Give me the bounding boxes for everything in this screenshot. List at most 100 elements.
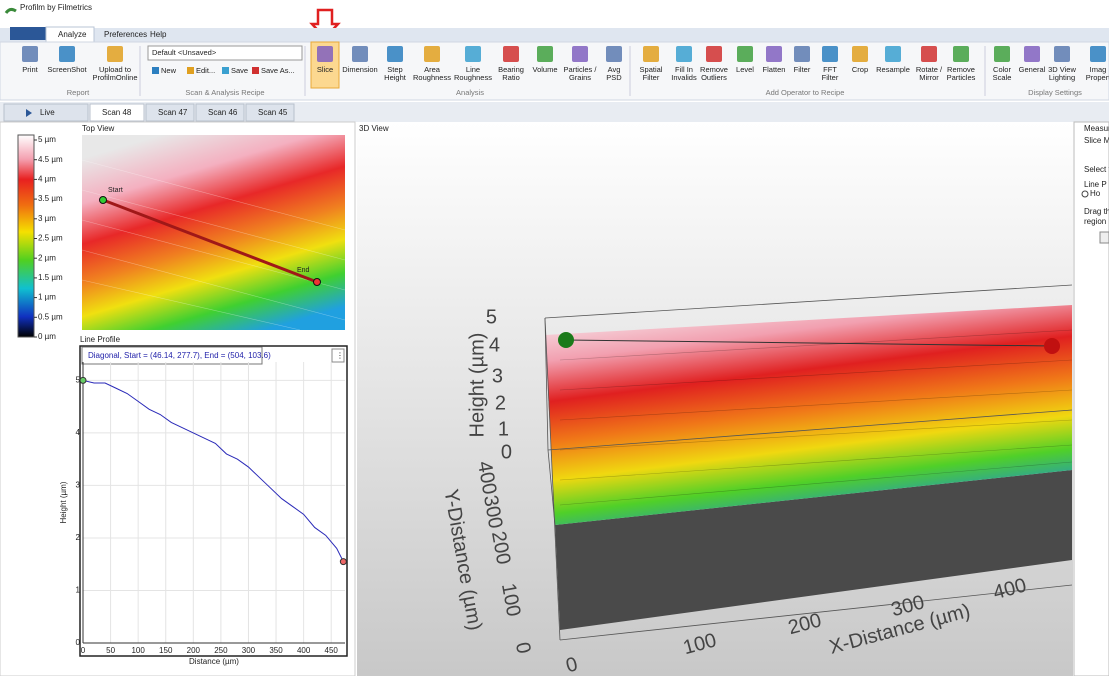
- button-icon[interactable]: [994, 46, 1010, 62]
- button-icon[interactable]: [59, 46, 75, 62]
- button-label[interactable]: Outliers: [701, 73, 727, 82]
- button-icon[interactable]: [643, 46, 659, 62]
- view3d-title: 3D View: [359, 124, 389, 133]
- button-label[interactable]: Crop: [852, 65, 868, 74]
- doc-tab-label[interactable]: Scan 46: [208, 108, 238, 117]
- button-label[interactable]: Invalids: [671, 73, 697, 82]
- button-icon[interactable]: [352, 46, 368, 62]
- colorbar-label: 4.5 µm: [38, 155, 63, 164]
- button-icon[interactable]: [572, 46, 588, 62]
- button-label[interactable]: Scale: [993, 73, 1012, 82]
- z-tick-label: 4: [489, 334, 500, 356]
- button-icon[interactable]: [953, 46, 969, 62]
- button-icon[interactable]: [885, 46, 901, 62]
- start-label: Start: [108, 187, 123, 194]
- side-panel-text: Slice Me: [1084, 136, 1109, 145]
- button-icon[interactable]: [606, 46, 622, 62]
- button-label[interactable]: Roughness: [454, 73, 492, 82]
- button-icon[interactable]: [794, 46, 810, 62]
- button-label[interactable]: Flatten: [763, 65, 786, 74]
- end-marker: [340, 559, 346, 565]
- recipe-icon[interactable]: [152, 67, 159, 74]
- button-label[interactable]: Dimension: [342, 65, 377, 74]
- button-icon[interactable]: [387, 46, 403, 62]
- group-label: Add Operator to Recipe: [766, 88, 845, 97]
- button-label[interactable]: Print: [22, 65, 38, 74]
- button-icon[interactable]: [537, 46, 553, 62]
- button-icon[interactable]: [503, 46, 519, 62]
- recipe-button[interactable]: Edit...: [196, 66, 215, 75]
- button-icon[interactable]: [706, 46, 722, 62]
- menu-dots: ⋮: [336, 351, 344, 360]
- button-icon[interactable]: [676, 46, 692, 62]
- button-icon[interactable]: [822, 46, 838, 62]
- side-panel-text: Ho: [1090, 189, 1101, 198]
- x-tick-label: 0: [81, 646, 86, 655]
- recipe-icon[interactable]: [222, 67, 229, 74]
- button-label[interactable]: Level: [736, 65, 754, 74]
- colorbar-label: 1 µm: [38, 293, 56, 302]
- button-label[interactable]: Resample: [876, 65, 910, 74]
- button-icon[interactable]: [1090, 46, 1106, 62]
- button-icon[interactable]: [1054, 46, 1070, 62]
- button-label[interactable]: Particles: [947, 73, 976, 82]
- button-icon[interactable]: [766, 46, 782, 62]
- button-label[interactable]: Lighting: [1049, 73, 1075, 82]
- button-label[interactable]: Ratio: [502, 73, 520, 82]
- colorbar-label: 0.5 µm: [38, 312, 63, 321]
- colorbar-label: 2 µm: [38, 253, 56, 262]
- z-tick-label: 1: [498, 418, 509, 440]
- button-icon[interactable]: [1024, 46, 1040, 62]
- button-label[interactable]: Grains: [569, 73, 591, 82]
- x-tick-label: 400: [297, 646, 311, 655]
- colorbar-label: 3.5 µm: [38, 194, 63, 203]
- side-button[interactable]: [1100, 232, 1109, 243]
- button-icon[interactable]: [107, 46, 123, 62]
- button-label[interactable]: Filter: [643, 73, 660, 82]
- recipe-dropdown-text[interactable]: Default <Unsaved>: [152, 48, 217, 57]
- z-tick-label: 5: [486, 306, 497, 328]
- line-profile-title: Line Profile: [80, 335, 121, 344]
- doc-tab-label[interactable]: Scan 45: [258, 108, 288, 117]
- button-label[interactable]: Filter: [794, 65, 811, 74]
- doc-tab-label[interactable]: Scan 47: [158, 108, 188, 117]
- button-label[interactable]: Slice: [317, 65, 333, 74]
- group-label: Scan & Analysis Recipe: [185, 88, 264, 97]
- button-label[interactable]: Height: [384, 73, 407, 82]
- button-icon[interactable]: [317, 46, 333, 62]
- button-label[interactable]: Volume: [532, 65, 557, 74]
- button-label[interactable]: General: [1019, 65, 1046, 74]
- start-handle[interactable]: [100, 197, 107, 204]
- x-tick-label: 250: [214, 646, 228, 655]
- button-icon[interactable]: [465, 46, 481, 62]
- recipe-button[interactable]: Save As...: [261, 66, 295, 75]
- recipe-icon[interactable]: [252, 67, 259, 74]
- button-label[interactable]: Roughness: [413, 73, 451, 82]
- button-icon[interactable]: [22, 46, 38, 62]
- button-label[interactable]: Filter: [822, 73, 839, 82]
- button-icon[interactable]: [921, 46, 937, 62]
- menu-item[interactable]: Analyze: [58, 30, 87, 39]
- x-tick-label: 150: [159, 646, 173, 655]
- button-label[interactable]: ScreenShot: [47, 65, 87, 74]
- recipe-icon[interactable]: [187, 67, 194, 74]
- end-handle[interactable]: [314, 279, 321, 286]
- doc-tab-label[interactable]: Live: [40, 108, 55, 117]
- file-button[interactable]: [10, 27, 46, 40]
- button-icon[interactable]: [424, 46, 440, 62]
- recipe-button[interactable]: Save: [231, 66, 248, 75]
- button-label[interactable]: ProfilmOnline: [92, 73, 137, 82]
- recipe-button[interactable]: New: [161, 66, 177, 75]
- doc-tab-label[interactable]: Scan 48: [102, 108, 132, 117]
- button-icon[interactable]: [737, 46, 753, 62]
- menu-item[interactable]: Preferences: [104, 30, 147, 39]
- button-icon[interactable]: [852, 46, 868, 62]
- x-tick-label: 50: [106, 646, 115, 655]
- button-label[interactable]: Mirror: [919, 73, 939, 82]
- side-panel-text: Drag th: [1084, 207, 1109, 216]
- button-label[interactable]: Propert: [1086, 73, 1109, 82]
- menu-item[interactable]: Help: [150, 30, 167, 39]
- button-label[interactable]: PSD: [606, 73, 622, 82]
- top-view-title: Top View: [82, 124, 115, 133]
- radio-button[interactable]: [1082, 191, 1088, 197]
